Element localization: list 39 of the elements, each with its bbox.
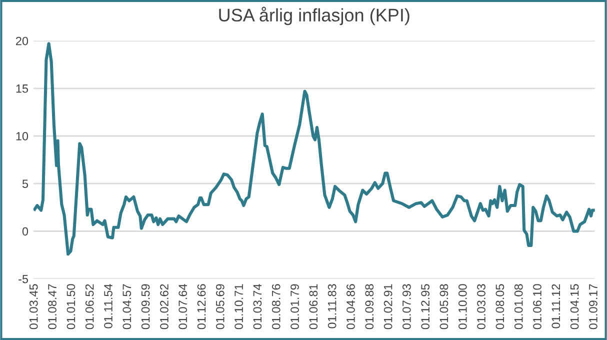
chart-title: USA årlig inflasjon (KPI) (219, 6, 410, 26)
x-tick-label: 01.12.66 (197, 284, 206, 330)
x-tick-label: 01.08.05 (496, 284, 504, 330)
x-tick-label: 01.11.54 (104, 284, 112, 328)
x-tick-label: 01.04.86 (346, 284, 355, 330)
x-tick-label: 01.09.88 (365, 284, 374, 330)
x-tick-label: 01.01.79 (290, 284, 299, 330)
x-tick-label: 01.07.64 (178, 284, 188, 330)
x-tick-label: 01.04.15 (570, 284, 579, 330)
y-tick-label: 0 (22, 227, 28, 236)
x-tick-label: 01.01.50 (66, 284, 76, 330)
y-tick-label: 5 (22, 180, 28, 188)
y-tick-label: -5 (18, 274, 28, 284)
x-tick-label: 01.05.98 (440, 284, 448, 330)
y-tick-label: 10 (16, 132, 28, 140)
x-tick-label: 01.12.95 (421, 284, 430, 330)
x-tick-label: 01.07.93 (402, 284, 411, 330)
x-tick-label: 01.09.17 (589, 284, 598, 330)
x-tick-label: 01.05.69 (216, 284, 224, 330)
x-tick-label: 01.01.08 (514, 284, 523, 330)
x-tick-label: 01.08.47 (48, 284, 56, 330)
x-tick-label: 01.11.12 (552, 284, 560, 328)
x-tick-label: 01.03.03 (477, 284, 486, 330)
x-tick-label: 01.06.81 (309, 284, 318, 330)
x-tick-label: 01.09.59 (141, 284, 150, 330)
line-series (33, 42, 595, 256)
x-tick-label: 01.11.83 (328, 284, 336, 328)
x-tick-label: 01.06.52 (85, 284, 94, 330)
x-tick-label: 01.06.10 (533, 284, 542, 330)
x-tick-label: 01.10.71 (234, 284, 243, 330)
y-tick-label: 15 (16, 84, 28, 93)
y-tick-label: 20 (16, 36, 28, 46)
x-tick-label: 01.02.91 (384, 284, 392, 330)
x-tick-label: 01.10.00 (458, 284, 467, 330)
x-tick-label: 01.04.57 (122, 284, 132, 330)
x-tick-label: 01.08.76 (272, 284, 280, 330)
x-tick-label: 01.03.74 (253, 284, 262, 330)
x-tick-label: 01.02.62 (160, 284, 168, 330)
x-tick-label: 01.03.45 (29, 284, 38, 330)
